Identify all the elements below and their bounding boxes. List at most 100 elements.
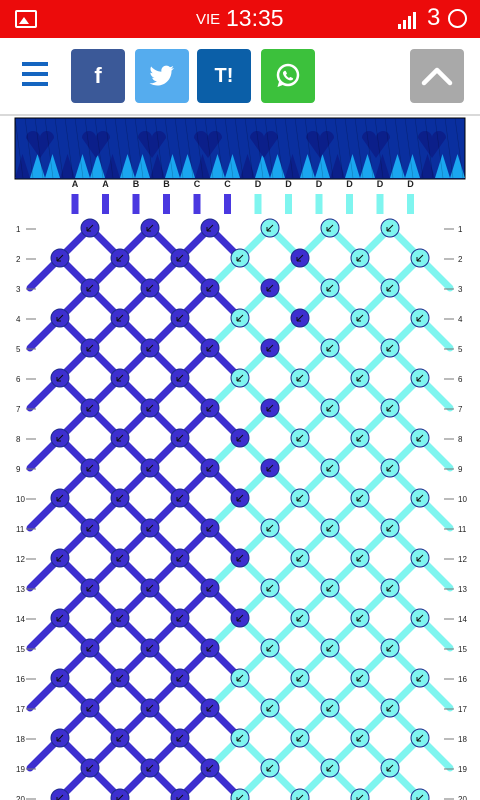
twitter-share-button[interactable] xyxy=(135,49,189,103)
knot-arrow xyxy=(176,554,184,562)
knot-arrow xyxy=(116,794,124,800)
preview-stitch xyxy=(240,154,255,178)
knot-arrow xyxy=(296,254,304,262)
knot-arrow xyxy=(356,674,364,682)
preview-grid-line xyxy=(184,117,194,179)
preview-grid-line xyxy=(384,117,394,179)
hamburger-icon[interactable] xyxy=(22,62,48,86)
knot-arrow xyxy=(416,734,424,742)
knot xyxy=(410,788,430,800)
knot-arrow xyxy=(326,584,334,592)
preview-stitch xyxy=(345,154,360,178)
knot-arrow xyxy=(356,314,364,322)
knot-arrow xyxy=(356,554,364,562)
knot-arrow xyxy=(356,434,364,442)
knot-arrow xyxy=(326,764,334,772)
string-label: D xyxy=(407,179,414,189)
preview-stitch xyxy=(435,154,450,178)
knot-arrow xyxy=(176,494,184,502)
preview-grid-line xyxy=(24,117,34,179)
battery-icon xyxy=(448,9,467,28)
preview-stitch xyxy=(15,154,30,178)
row-number-right: 11 xyxy=(458,525,467,534)
preview-stitch xyxy=(90,154,105,178)
preview-grid-line xyxy=(434,117,444,179)
tuenti-label: T! xyxy=(214,64,234,87)
string-label: D xyxy=(346,179,353,189)
row-number-left: 7 xyxy=(16,405,21,414)
chevron-up-icon xyxy=(421,67,453,86)
row-number-left: 9 xyxy=(16,465,21,474)
knot-arrow xyxy=(86,524,94,532)
whatsapp-share-button[interactable] xyxy=(261,49,315,103)
knot xyxy=(230,788,250,800)
knot-arrow xyxy=(206,464,214,472)
preview-stitch xyxy=(375,154,390,178)
scroll-top-button[interactable] xyxy=(410,49,464,103)
preview-heart xyxy=(194,131,222,158)
facebook-share-button[interactable]: f xyxy=(71,49,125,103)
knot-arrow xyxy=(146,524,154,532)
knot-arrow xyxy=(326,644,334,652)
knot-arrow xyxy=(356,614,364,622)
row-number-left: 12 xyxy=(16,555,25,564)
knot-arrow xyxy=(296,374,304,382)
status-time: 13:35 xyxy=(226,5,284,31)
preview-stitch xyxy=(60,154,75,178)
knot-arrow xyxy=(266,284,274,292)
row-number-right: 4 xyxy=(458,315,463,324)
knot-arrow xyxy=(236,734,244,742)
knot-arrow xyxy=(236,554,244,562)
preview-stitch xyxy=(30,154,45,178)
knot-arrow xyxy=(146,404,154,412)
preview-stitch xyxy=(360,154,375,178)
tuenti-share-button[interactable]: T! xyxy=(197,49,251,103)
knot-arrow xyxy=(266,404,274,412)
preview-grid-line xyxy=(34,117,44,179)
preview-grid-line xyxy=(64,117,74,179)
knot-arrow xyxy=(176,614,184,622)
row-number-left: 17 xyxy=(16,705,25,714)
preview-grid-line xyxy=(404,117,414,179)
preview-grid-line xyxy=(54,117,64,179)
string-label: A xyxy=(72,179,79,189)
knot-arrow xyxy=(236,674,244,682)
string-label: B xyxy=(163,179,170,189)
signal-icon xyxy=(398,12,416,29)
preview-grid-line xyxy=(104,117,114,179)
knot-arrow xyxy=(356,374,364,382)
preview-grid-line xyxy=(454,117,464,179)
preview-stitch xyxy=(225,154,240,178)
knot-arrow xyxy=(86,284,94,292)
preview-grid-line xyxy=(344,117,354,179)
knot-arrow xyxy=(116,374,124,382)
row-number-right: 15 xyxy=(458,645,467,654)
row-number-left: 4 xyxy=(16,315,21,324)
knot-arrow xyxy=(116,314,124,322)
preview-heart xyxy=(362,131,390,158)
knot-arrow xyxy=(416,614,424,622)
knot-arrow xyxy=(86,224,94,232)
knot-arrow xyxy=(206,764,214,772)
string-label: D xyxy=(255,179,262,189)
knot-arrow xyxy=(386,344,394,352)
knot xyxy=(290,788,310,800)
row-number-left: 20 xyxy=(16,795,25,800)
knot-arrow xyxy=(56,374,64,382)
preview-stitch xyxy=(255,154,270,178)
knot-arrow xyxy=(206,344,214,352)
knot-arrow xyxy=(176,374,184,382)
knot-arrow xyxy=(296,554,304,562)
knot-arrow xyxy=(56,794,64,800)
knot-arrow xyxy=(266,704,274,712)
row-number-left: 5 xyxy=(16,345,21,354)
knot-arrow xyxy=(116,434,124,442)
preview-grid-line xyxy=(284,117,294,179)
knot-arrow xyxy=(56,494,64,502)
preview-grid-line xyxy=(174,117,184,179)
knot-arrow xyxy=(296,314,304,322)
knot-arrow xyxy=(176,434,184,442)
row-number-right: 17 xyxy=(458,705,467,714)
preview-grid-line xyxy=(114,117,124,179)
